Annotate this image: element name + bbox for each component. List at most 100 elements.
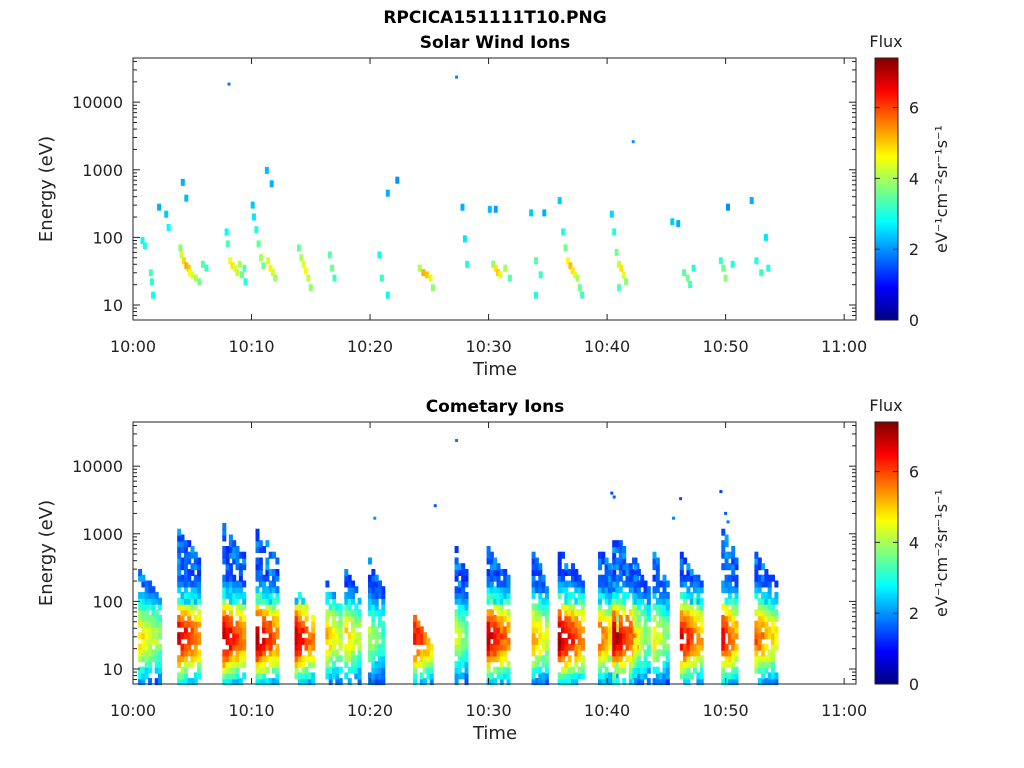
flux-cell bbox=[378, 580, 382, 588]
flux-cell bbox=[347, 655, 352, 663]
flux-cell bbox=[177, 637, 182, 645]
flux-cell bbox=[262, 666, 267, 674]
flux-cell bbox=[633, 660, 638, 668]
flux-cell bbox=[151, 597, 156, 605]
flux-cell bbox=[265, 586, 270, 594]
flux-cell bbox=[222, 534, 227, 542]
flux-cell bbox=[561, 603, 565, 611]
flux-cell bbox=[503, 264, 508, 272]
flux-cell bbox=[275, 632, 280, 640]
flux-cell bbox=[567, 643, 572, 651]
flux-cell bbox=[258, 563, 263, 571]
flux-cell bbox=[301, 666, 306, 674]
flux-cell bbox=[544, 620, 549, 628]
flux-cell bbox=[618, 574, 623, 582]
flux-cell bbox=[311, 632, 316, 640]
flux-cell bbox=[272, 586, 276, 594]
flux-cell bbox=[652, 551, 657, 559]
flux-cell bbox=[325, 597, 330, 605]
flux-cell bbox=[727, 632, 732, 640]
flux-cell bbox=[652, 666, 657, 674]
flux-cell bbox=[371, 574, 376, 582]
flux-cell bbox=[238, 574, 243, 582]
flux-cell bbox=[347, 643, 352, 651]
flux-cell bbox=[489, 643, 494, 651]
flux-cell bbox=[374, 678, 379, 686]
flux-cell bbox=[250, 201, 255, 209]
flux-cell bbox=[503, 632, 508, 640]
flux-cell bbox=[727, 551, 732, 559]
flux-cell bbox=[177, 569, 182, 576]
flux-cell bbox=[307, 678, 312, 686]
flux-cell bbox=[659, 597, 664, 605]
flux-cell bbox=[534, 603, 539, 611]
flux-cell bbox=[646, 609, 651, 617]
flux-cell bbox=[381, 637, 386, 645]
flux-cell bbox=[693, 666, 697, 674]
flux-cell bbox=[148, 614, 153, 622]
flux-cell bbox=[493, 626, 498, 634]
flux-cell bbox=[767, 660, 772, 668]
flux-cell bbox=[454, 614, 459, 622]
cometary-data-marks bbox=[138, 439, 779, 686]
solar-wind-colorbar bbox=[875, 58, 898, 320]
flux-cell bbox=[187, 649, 192, 657]
flux-cell bbox=[190, 637, 195, 645]
flux-cell bbox=[461, 563, 466, 571]
flux-cell bbox=[228, 257, 233, 265]
flux-cell bbox=[567, 614, 572, 622]
flux-cell bbox=[180, 597, 185, 605]
flux-cell bbox=[727, 649, 732, 657]
flux-cell bbox=[193, 614, 198, 622]
flux-cell bbox=[297, 678, 302, 686]
flux-cell bbox=[344, 620, 349, 628]
flux-cell bbox=[561, 626, 565, 634]
flux-cell bbox=[371, 603, 376, 611]
flux-cell bbox=[693, 655, 697, 663]
flux-cell bbox=[344, 580, 349, 588]
flux-cell bbox=[636, 597, 641, 605]
flux-cell bbox=[486, 580, 491, 588]
flux-cell bbox=[311, 643, 316, 651]
flux-cell bbox=[311, 614, 316, 622]
flux-cell bbox=[503, 580, 508, 588]
flux-cell bbox=[138, 603, 143, 611]
flux-cell bbox=[177, 551, 182, 559]
flux-cell bbox=[646, 637, 651, 645]
flux-cell bbox=[493, 603, 498, 611]
flux-cell bbox=[457, 632, 462, 640]
flux-cell bbox=[774, 614, 779, 622]
flux-cell bbox=[625, 632, 630, 640]
flux-cell bbox=[618, 666, 623, 674]
flux-cell bbox=[457, 609, 462, 617]
flux-cell bbox=[183, 632, 188, 640]
flux-cell bbox=[754, 632, 759, 640]
flux-cell bbox=[193, 551, 198, 559]
flux-cell bbox=[561, 666, 565, 674]
flux-cell bbox=[297, 655, 302, 663]
flux-cell bbox=[689, 591, 694, 599]
flux-cell bbox=[577, 626, 582, 634]
flux-cell bbox=[662, 597, 667, 605]
flux-cell bbox=[461, 603, 466, 611]
flux-cell bbox=[294, 660, 299, 668]
flux-cell bbox=[662, 591, 667, 599]
flux-cell bbox=[347, 632, 352, 640]
flux-cell bbox=[503, 649, 508, 657]
flux-cell bbox=[187, 660, 192, 668]
flux-cell bbox=[493, 569, 498, 576]
flux-cell bbox=[154, 637, 159, 645]
flux-cell bbox=[696, 655, 701, 663]
flux-cell bbox=[148, 597, 153, 605]
flux-cell bbox=[564, 620, 569, 628]
flux-cell bbox=[683, 614, 688, 622]
flux-cell bbox=[696, 649, 701, 657]
flux-cell bbox=[177, 632, 182, 640]
flux-cell bbox=[325, 660, 330, 668]
x-tick-label: 10:40 bbox=[584, 337, 630, 356]
flux-cell bbox=[148, 626, 153, 634]
flux-cell bbox=[232, 632, 237, 640]
x-tick-label: 10:40 bbox=[584, 701, 630, 720]
flux-cell bbox=[652, 655, 657, 663]
flux-cell bbox=[258, 678, 263, 686]
